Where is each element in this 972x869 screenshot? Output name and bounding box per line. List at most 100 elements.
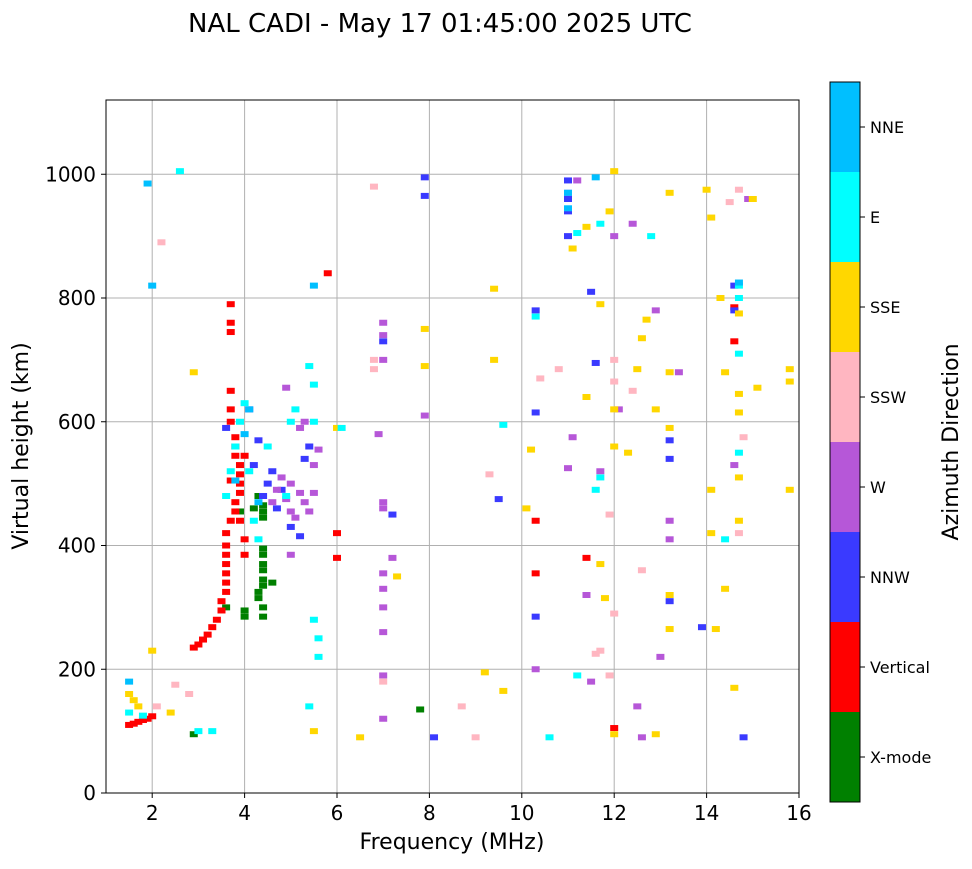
data-point-x-mode — [259, 502, 268, 509]
data-point-sse — [665, 626, 674, 633]
y-tick-label: 600 — [58, 410, 96, 434]
data-point-sse — [582, 223, 591, 230]
data-point-sse — [596, 301, 605, 308]
data-point-w — [665, 517, 674, 524]
data-point-ssw — [536, 375, 545, 382]
data-point-sse — [711, 626, 720, 633]
data-point-vertical — [235, 462, 244, 469]
data-point-ssw — [369, 183, 378, 190]
data-point-nnw — [222, 424, 231, 431]
data-point-w — [291, 514, 300, 521]
data-point-vertical — [222, 588, 231, 595]
data-point-ssw — [369, 366, 378, 373]
data-point-w — [309, 462, 318, 469]
colorbar-segment — [830, 262, 860, 352]
data-point-sse — [522, 505, 531, 512]
data-point-ssw — [379, 678, 388, 685]
y-tick-label: 1000 — [45, 162, 96, 186]
data-point-sse — [707, 530, 716, 537]
data-point-x-mode — [189, 731, 198, 738]
data-point-w — [300, 499, 309, 506]
data-point-w — [730, 462, 739, 469]
data-point-nnw — [531, 613, 540, 620]
data-point-nnw — [531, 409, 540, 416]
data-point-vertical — [226, 477, 235, 484]
data-point-sse — [600, 595, 609, 602]
data-point-w — [420, 412, 429, 419]
data-point-sse — [134, 703, 143, 710]
y-tick-label: 0 — [83, 781, 96, 805]
data-point-sse — [420, 325, 429, 332]
colorbar-label: Azimuth Direction — [939, 343, 964, 540]
data-point-sse — [753, 384, 762, 391]
data-point-ssw — [739, 434, 748, 441]
data-point-nnw — [300, 455, 309, 462]
data-point-nne — [143, 180, 152, 187]
data-point-vertical — [231, 434, 240, 441]
colorbar-tick-label: SSE — [870, 298, 900, 317]
data-point-x-mode — [416, 706, 425, 713]
data-point-e — [734, 282, 743, 289]
data-point-e — [175, 168, 184, 175]
data-point-sse — [785, 366, 794, 373]
data-point-e — [305, 363, 314, 370]
data-point-nnw — [494, 496, 503, 503]
data-point-vertical — [199, 636, 208, 643]
data-point-ssw — [485, 471, 494, 478]
x-tick-label: 14 — [694, 801, 719, 825]
data-point-w — [651, 307, 660, 314]
y-axis-label: Virtual height (km) — [9, 342, 34, 549]
data-point-nne — [564, 189, 572, 196]
data-point-e — [734, 350, 743, 357]
data-point-vertical — [125, 721, 134, 728]
data-point-x-mode — [254, 588, 263, 595]
data-point-w — [286, 551, 295, 558]
data-point-nnw — [730, 282, 739, 289]
data-point-e — [226, 468, 235, 475]
data-point-x-mode — [254, 595, 263, 602]
data-point-x-mode — [259, 576, 268, 583]
data-point-vertical — [231, 452, 240, 459]
data-point-vertical — [531, 570, 540, 577]
data-point-nne — [231, 477, 240, 484]
data-point-e — [222, 493, 231, 499]
data-point-sse — [665, 424, 674, 431]
y-tick-label: 400 — [58, 534, 96, 558]
data-point-nnw — [739, 734, 748, 741]
data-point-w — [628, 220, 637, 227]
data-point-vertical — [222, 579, 231, 586]
data-point-vertical — [222, 542, 231, 549]
data-point-nnw — [420, 174, 429, 181]
data-point-vertical — [730, 304, 739, 311]
colorbar-tick-label: NNW — [870, 568, 910, 587]
data-point-ssw — [605, 511, 614, 518]
data-point-nnw — [587, 288, 596, 295]
data-point-ssw — [157, 239, 166, 246]
data-point-sse — [785, 378, 794, 385]
data-point-sse — [596, 561, 605, 568]
data-point-sse — [721, 369, 730, 376]
data-point-w — [531, 666, 540, 673]
data-point-nnw — [430, 734, 439, 741]
data-point-sse — [490, 285, 499, 292]
data-point-nnw — [665, 598, 674, 605]
data-point-nnw — [254, 437, 263, 444]
x-tick-label: 10 — [509, 801, 534, 825]
data-point-nnw — [564, 233, 572, 240]
data-point-w — [596, 468, 605, 475]
data-point-nnw — [564, 196, 572, 202]
data-point-e — [254, 536, 263, 543]
data-point-w — [564, 465, 572, 472]
data-point-e — [235, 418, 244, 425]
data-point-sse — [148, 647, 157, 654]
data-point-vertical — [240, 551, 249, 558]
data-point-w — [379, 499, 388, 506]
data-point-vertical — [208, 624, 217, 631]
data-point-w — [282, 496, 291, 503]
data-point-e — [721, 536, 730, 543]
colorbar-segment — [830, 712, 860, 802]
y-tick-label: 200 — [58, 657, 96, 681]
data-point-nne — [125, 678, 134, 685]
data-point-sse — [166, 709, 175, 716]
data-point-nnw — [564, 177, 572, 184]
